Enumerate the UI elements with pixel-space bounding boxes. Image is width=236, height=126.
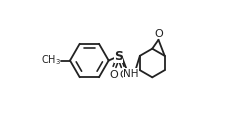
Text: S: S [114, 50, 123, 63]
Text: O: O [119, 70, 128, 80]
Text: NH: NH [123, 69, 139, 79]
Text: O: O [154, 29, 163, 39]
Text: CH$_3$: CH$_3$ [41, 54, 61, 67]
Text: O: O [109, 70, 118, 80]
